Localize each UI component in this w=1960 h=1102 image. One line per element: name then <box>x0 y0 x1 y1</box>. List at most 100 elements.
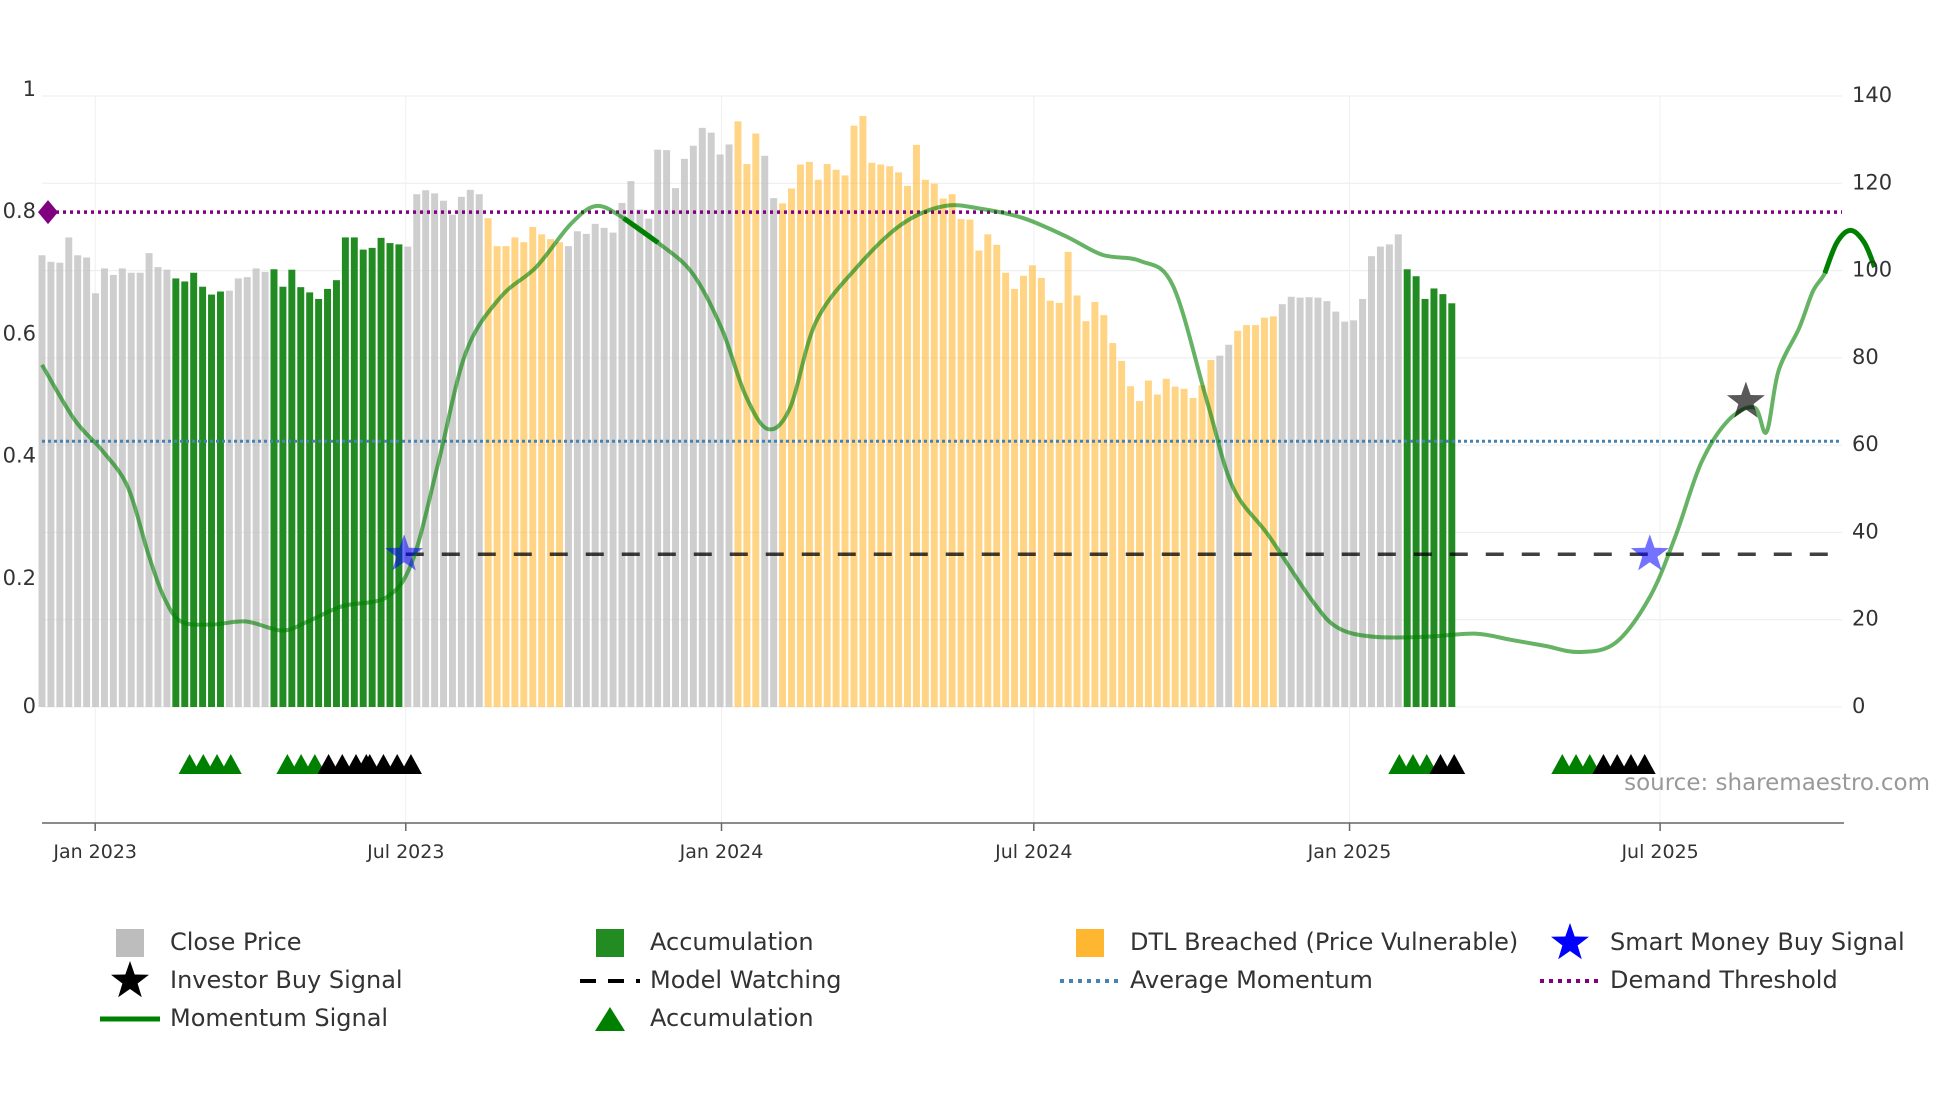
accumulation-bar <box>1421 298 1429 707</box>
close-price-bar <box>698 127 706 708</box>
dtl-breached-bar <box>511 237 519 707</box>
dtl-breached-bar <box>743 164 751 707</box>
dtl-breached-bar <box>895 172 903 707</box>
dtl-breached-bar <box>1180 388 1188 707</box>
accumulation-triangle-dark <box>355 754 378 774</box>
x-tick-label: Jan 2023 <box>52 841 137 863</box>
close-price-bar <box>243 277 251 707</box>
dtl-breached-bar <box>493 246 501 708</box>
close-price-bar <box>564 246 572 708</box>
legend-swatch <box>116 929 144 957</box>
close-price-bar <box>663 150 671 708</box>
close-price-bar <box>573 231 581 708</box>
dtl-breached-bar <box>823 164 831 707</box>
dtl-breached-bar <box>921 179 929 707</box>
accumulation-bar <box>1439 294 1447 707</box>
dtl-breached-bar <box>752 133 760 708</box>
close-price-bar <box>47 261 55 707</box>
dtl-breached-bar <box>859 116 867 708</box>
close-price-bar <box>1368 256 1375 707</box>
accumulation-bar <box>315 298 323 707</box>
close-price-bar <box>457 196 465 707</box>
dtl-breached-bar <box>1252 325 1259 707</box>
right-y-tick-label: 20 <box>1852 607 1879 631</box>
signal-markers <box>178 381 1765 774</box>
dtl-breached-bar <box>1100 315 1108 707</box>
legend-item: Smart Money Buy Signal <box>1551 923 1905 960</box>
dtl-breached-bar <box>547 239 555 708</box>
close-price-bar <box>689 145 697 707</box>
dtl-breached-bar <box>1189 398 1197 707</box>
momentum-signal-strong <box>622 216 660 245</box>
close-price-bar <box>1332 311 1340 707</box>
close-price-bar <box>154 267 162 707</box>
close-price-bar <box>1359 298 1367 707</box>
legend-label: Demand Threshold <box>1610 966 1838 994</box>
accumulation-bar <box>288 269 296 707</box>
left-y-tick-label: 0 <box>23 694 36 718</box>
legend-swatch <box>596 929 624 957</box>
x-tick-label: Jul 2024 <box>994 841 1072 863</box>
close-price-bar <box>422 190 430 708</box>
close-price-bar <box>1385 244 1393 707</box>
close-price-bar <box>74 255 82 707</box>
dtl-breached-bar <box>1162 378 1170 707</box>
dtl-breached-bar <box>1037 277 1045 707</box>
legend-item: Investor Buy Signal <box>111 961 403 998</box>
legend-label: Momentum Signal <box>170 1004 388 1032</box>
accumulation-triangle-dark <box>1633 754 1656 774</box>
close-price-bar <box>118 268 126 707</box>
right-y-tick-label: 60 <box>1852 432 1879 456</box>
close-price-bar <box>448 214 456 708</box>
legend-item: Close Price <box>116 928 302 957</box>
accumulation-triangle-dark <box>1443 754 1466 774</box>
dtl-breached-bar <box>1091 301 1099 707</box>
close-price-bar <box>38 255 46 707</box>
close-price-bar <box>654 149 662 707</box>
dtl-breached-bar <box>1046 300 1054 707</box>
accumulation-bar <box>341 237 349 707</box>
dtl-breached-bar <box>1269 316 1277 707</box>
close-price-bar <box>707 132 715 707</box>
accumulation-bar <box>1448 303 1456 707</box>
close-price-bar <box>591 223 599 707</box>
close-price-bar <box>100 268 108 707</box>
dtl-breached-bar <box>975 250 983 707</box>
legend-label: Model Watching <box>650 966 842 994</box>
x-tick-label: Jul 2025 <box>1620 841 1698 863</box>
dtl-breached-bar <box>984 234 992 708</box>
legend-triangle-icon <box>595 1007 625 1031</box>
dtl-breached-bar <box>904 185 911 707</box>
legend: Close Price Accumulation DTL Breached (Pri… <box>100 923 1905 1032</box>
investor-buy-star <box>1726 381 1765 418</box>
signal-lines <box>38 200 1877 655</box>
dtl-breached-bar <box>966 219 974 708</box>
close-price-bar <box>92 293 100 707</box>
legend-item: Accumulation <box>596 928 814 957</box>
dtl-breached-bar <box>832 169 840 708</box>
right-y-tick-label: 40 <box>1852 519 1879 543</box>
close-price-bar <box>1350 320 1358 707</box>
dtl-breached-bar <box>1109 343 1117 707</box>
dtl-breached-bar <box>520 242 528 708</box>
legend-label: Smart Money Buy Signal <box>1610 928 1905 956</box>
legend-item: Accumulation <box>595 1004 814 1032</box>
accumulation-bar <box>270 269 278 707</box>
close-price-bar <box>1216 355 1224 707</box>
close-price-bar <box>252 268 260 707</box>
close-price-bar <box>56 262 64 707</box>
x-tick-label: Jul 2023 <box>366 841 444 863</box>
close-price-bar <box>1225 344 1233 707</box>
close-price-bar <box>136 272 144 707</box>
close-price-bar <box>109 274 117 707</box>
legend-item: Demand Threshold <box>1540 966 1838 994</box>
accumulation-bar <box>306 292 314 707</box>
dtl-breached-bar <box>993 244 1001 707</box>
accumulation-bar <box>377 237 385 707</box>
right-y-tick-label: 140 <box>1852 83 1892 107</box>
axes: Jan 2023 Jul 2023 Jan 2024 Jul 2024 Jan 2025… <box>3 77 1893 863</box>
close-price-bar <box>83 257 91 707</box>
close-price-bar <box>440 200 448 707</box>
dtl-breached-bar <box>957 219 965 707</box>
close-price-bar <box>716 154 724 707</box>
